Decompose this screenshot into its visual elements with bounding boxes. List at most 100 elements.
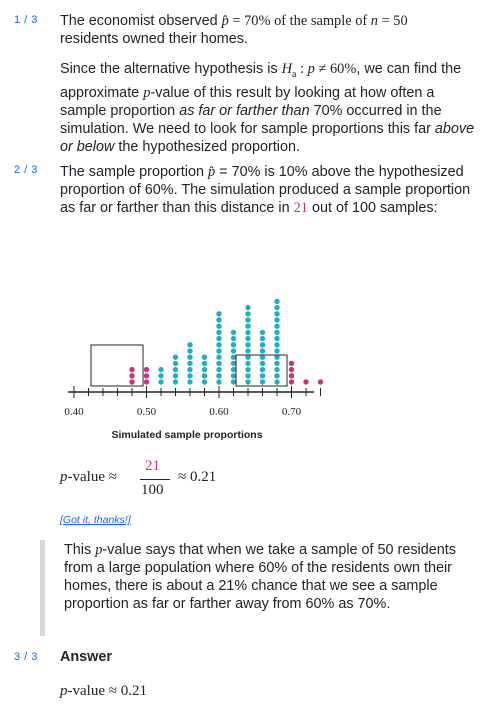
- dot: [245, 360, 251, 367]
- dot: [274, 329, 280, 336]
- dot: [274, 342, 280, 348]
- dot: [216, 311, 222, 317]
- dot: [216, 379, 222, 385]
- highlight-box-low: [90, 344, 144, 387]
- dot: [230, 335, 237, 342]
- dot: [187, 354, 193, 360]
- step-number-1: 1 / 3: [14, 14, 38, 26]
- step2-paragraph: The sample proportion p̂ = 70% is 10% ab…: [60, 164, 471, 216]
- dot: [143, 373, 150, 379]
- dot: [303, 379, 309, 385]
- dot: [172, 354, 179, 360]
- dot: [259, 335, 266, 342]
- dot: [129, 379, 135, 385]
- dot: [230, 373, 237, 379]
- dot: [158, 373, 164, 379]
- dot: [274, 373, 280, 379]
- dot: [274, 348, 280, 354]
- dot: [158, 366, 164, 373]
- dot: [216, 360, 222, 367]
- tick-label: 0.60: [209, 406, 229, 418]
- highlight-box-high: [235, 354, 288, 387]
- dot: [259, 373, 266, 379]
- dot: [317, 379, 324, 385]
- dot: [201, 366, 208, 373]
- fraction-numerator: 21: [145, 458, 160, 474]
- x-axis-label: Simulated sample proportions: [111, 429, 262, 441]
- tick-label: 0.50: [137, 406, 157, 418]
- dot: [187, 379, 193, 385]
- dot: [274, 311, 280, 317]
- dot: [216, 354, 222, 360]
- dot: [274, 335, 280, 342]
- dot: [216, 335, 222, 342]
- step1-paragraph-1: The economist observed p̂ = 70% of the s…: [60, 13, 408, 47]
- dot: [245, 348, 251, 354]
- dot: [201, 379, 208, 385]
- dot: [172, 366, 179, 373]
- dot: [274, 354, 280, 360]
- dot: [288, 366, 295, 373]
- dot: [143, 366, 150, 373]
- dot: [129, 373, 135, 379]
- dot: [158, 379, 164, 385]
- answer-value: p-value ≈ 0.21: [60, 683, 147, 699]
- dot: [230, 360, 237, 367]
- pvalue-expression: p-value ≈ 21 100 ≈ 0.21: [60, 458, 217, 498]
- dot: [259, 360, 266, 367]
- dot: [187, 348, 193, 354]
- got-it-link[interactable]: [Got it, thanks!]: [60, 514, 131, 526]
- dot: [245, 304, 251, 311]
- dot: [216, 329, 222, 336]
- dot: [245, 317, 251, 323]
- dot: [245, 366, 251, 373]
- dot: [172, 360, 179, 367]
- dot: [259, 366, 266, 373]
- dot: [245, 323, 251, 329]
- dot: [201, 354, 208, 360]
- dot: [274, 366, 280, 373]
- dot: [129, 366, 135, 373]
- dot: [187, 366, 193, 373]
- dot: [230, 379, 237, 385]
- tick-label: 0.70: [282, 406, 302, 418]
- note-paragraph: This p-value says that when we take a sa…: [64, 542, 456, 612]
- dot: [201, 360, 208, 367]
- note-bar: [40, 540, 45, 636]
- dot: [274, 379, 280, 385]
- dot: [245, 373, 251, 379]
- dot: [230, 354, 237, 360]
- dot: [245, 379, 251, 385]
- dot-plot: 0.400.500.600.700.80 Simulated sample pr…: [64, 298, 324, 441]
- dot: [245, 335, 251, 342]
- fraction-denominator: 100: [141, 482, 164, 498]
- dot: [230, 348, 237, 354]
- pvalue-result: ≈ 0.21: [178, 469, 217, 485]
- count-highlight: 21: [293, 200, 308, 216]
- dot: [245, 354, 251, 360]
- dot: [259, 348, 266, 354]
- dot: [201, 373, 208, 379]
- dot: [172, 373, 179, 379]
- dot: [187, 373, 193, 379]
- dot: [274, 317, 280, 323]
- dot: [172, 379, 179, 385]
- step-number-3: 3 / 3: [14, 651, 38, 663]
- dot: [187, 342, 193, 348]
- dot: [230, 366, 237, 373]
- dot: [288, 373, 295, 379]
- dot: [230, 329, 237, 336]
- dot: [216, 373, 222, 379]
- dot: [216, 342, 222, 348]
- dot: [245, 311, 251, 317]
- dot: [216, 317, 222, 323]
- dot: [245, 342, 251, 348]
- dot: [274, 360, 280, 367]
- dot: [143, 379, 150, 385]
- dot: [216, 348, 222, 354]
- dot: [274, 304, 280, 311]
- answer-heading: Answer: [60, 649, 112, 665]
- dot: [288, 360, 295, 367]
- dot: [245, 329, 251, 336]
- dot: [274, 298, 280, 305]
